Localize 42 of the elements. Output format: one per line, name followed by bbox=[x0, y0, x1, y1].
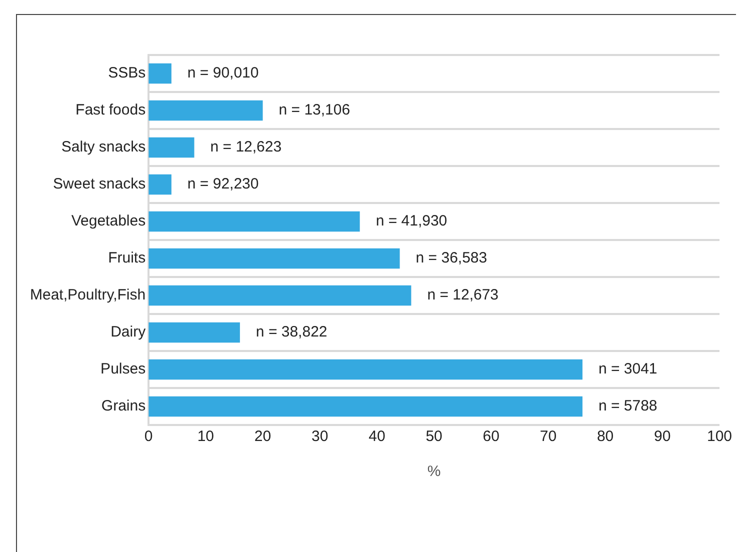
annotation: n = 12,623 bbox=[210, 138, 282, 156]
x-axis-title: % bbox=[427, 463, 441, 480]
x-tick-label: 80 bbox=[596, 428, 614, 446]
bar bbox=[148, 63, 172, 84]
y-tick-label: Fruits bbox=[108, 250, 146, 267]
bar bbox=[148, 174, 172, 195]
y-tick-label: SSBs bbox=[108, 64, 146, 82]
annotation: n = 38,822 bbox=[256, 324, 328, 341]
bar bbox=[148, 359, 582, 380]
annotation: n = 90,010 bbox=[187, 64, 259, 82]
annotation: n = 36,583 bbox=[416, 250, 488, 267]
annotation: n = 41,930 bbox=[376, 212, 448, 230]
y-tick-label: Grains bbox=[101, 398, 146, 415]
y-tick-label: Dairy bbox=[110, 324, 146, 341]
y-tick-label: Vegetables bbox=[71, 212, 146, 230]
y-tick-label: Sweet snacks bbox=[53, 176, 146, 193]
y-tick-label: Meat,Poultry,Fish bbox=[30, 286, 146, 304]
x-tick-label: 100 bbox=[706, 428, 732, 446]
annotation: n = 3041 bbox=[598, 360, 658, 378]
bar bbox=[148, 100, 263, 121]
y-tick-label: Pulses bbox=[100, 360, 146, 378]
bar bbox=[148, 285, 412, 306]
y-tick-label: Salty snacks bbox=[61, 138, 146, 156]
x-tick-label: 10 bbox=[197, 428, 214, 446]
bar bbox=[148, 211, 360, 232]
annotation: n = 12,673 bbox=[427, 286, 499, 304]
bar bbox=[148, 248, 400, 269]
bar bbox=[148, 396, 582, 417]
bar bbox=[148, 137, 194, 158]
x-tick-label: 90 bbox=[654, 428, 671, 446]
annotation: n = 13,106 bbox=[278, 102, 350, 119]
y-tick-label: Fast foods bbox=[76, 102, 146, 119]
bar bbox=[148, 322, 240, 343]
x-tick-label: 0 bbox=[144, 428, 153, 446]
x-tick-label: 30 bbox=[312, 428, 328, 446]
x-tick-label: 20 bbox=[254, 428, 272, 446]
annotation: n = 92,230 bbox=[187, 176, 259, 193]
x-tick-label: 70 bbox=[540, 428, 557, 446]
x-tick-label: 40 bbox=[368, 428, 386, 446]
annotation: n = 5788 bbox=[598, 398, 658, 415]
x-tick-label: 50 bbox=[426, 428, 442, 446]
x-tick-label: 60 bbox=[482, 428, 500, 446]
